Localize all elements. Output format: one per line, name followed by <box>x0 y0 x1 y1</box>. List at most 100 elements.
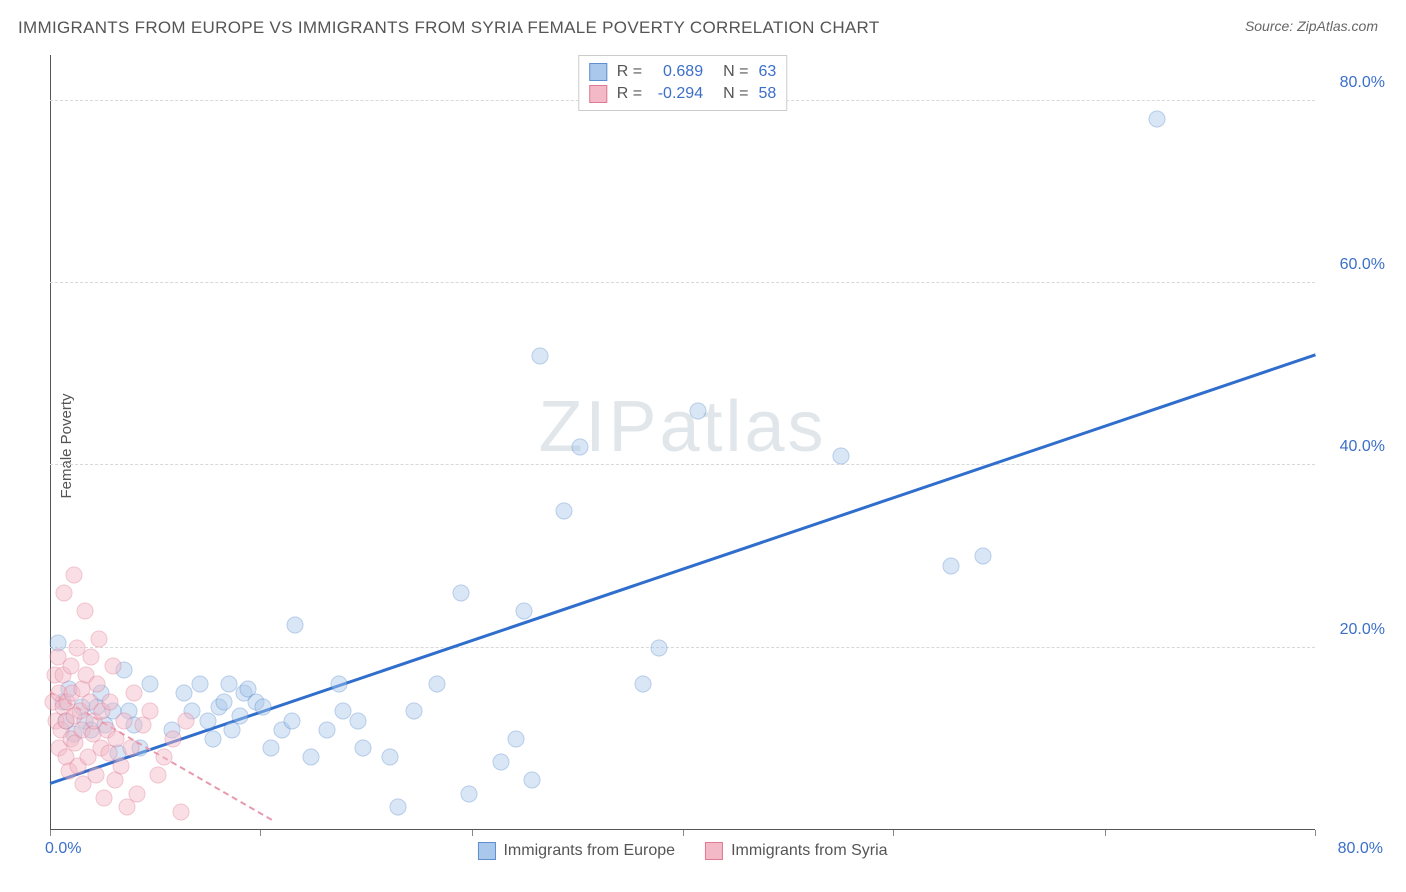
data-point <box>128 785 145 802</box>
data-point <box>105 657 122 674</box>
n-label: N = <box>723 85 748 103</box>
y-tick-label: 60.0% <box>1340 256 1385 274</box>
data-point <box>453 584 470 601</box>
data-point <box>177 712 194 729</box>
chart-container: ZIPatlas 0.0% 80.0% 20.0%40.0%60.0%80.0%… <box>50 55 1315 830</box>
data-point <box>571 439 588 456</box>
data-point <box>215 694 232 711</box>
data-point <box>87 767 104 784</box>
data-point <box>65 566 82 583</box>
n-value: 63 <box>758 63 776 81</box>
legend-stat-row: R = -0.294 N = 58 <box>589 83 776 105</box>
data-point <box>56 584 73 601</box>
series-legend: Immigrants from Europe Immigrants from Sy… <box>477 842 887 860</box>
data-point <box>318 721 335 738</box>
x-tick <box>1105 830 1106 836</box>
data-point <box>125 685 142 702</box>
x-tick <box>1315 830 1316 836</box>
data-point <box>176 685 193 702</box>
data-point <box>102 694 119 711</box>
data-point <box>943 557 960 574</box>
data-point <box>287 616 304 633</box>
data-point <box>231 708 248 725</box>
data-point <box>381 749 398 766</box>
y-tick-label: 80.0% <box>1340 74 1385 92</box>
watermark-text: ZIPatlas <box>538 386 826 468</box>
r-label: R = <box>617 63 642 81</box>
data-point <box>524 771 541 788</box>
data-point <box>832 448 849 465</box>
data-point <box>255 698 272 715</box>
r-label: R = <box>617 85 642 103</box>
data-point <box>113 758 130 775</box>
data-point <box>91 630 108 647</box>
data-point <box>1148 110 1165 127</box>
data-point <box>200 712 217 729</box>
legend-swatch <box>589 63 607 81</box>
n-value: 58 <box>758 85 776 103</box>
gridline-h <box>50 282 1315 283</box>
legend-item: Immigrants from Syria <box>705 842 887 860</box>
data-point <box>974 548 991 565</box>
data-point <box>350 712 367 729</box>
data-point <box>192 676 209 693</box>
data-point <box>555 502 572 519</box>
data-point <box>532 347 549 364</box>
n-label: N = <box>723 63 748 81</box>
data-point <box>516 603 533 620</box>
data-point <box>89 676 106 693</box>
data-point <box>492 753 509 770</box>
gridline-h <box>50 647 1315 648</box>
data-point <box>122 739 139 756</box>
legend-stat-row: R = 0.689 N = 63 <box>589 61 776 83</box>
legend-label: Immigrants from Europe <box>503 842 675 860</box>
legend-item: Immigrants from Europe <box>477 842 675 860</box>
r-value: -0.294 <box>648 85 703 103</box>
x-tick <box>472 830 473 836</box>
y-tick-label: 20.0% <box>1340 621 1385 639</box>
data-point <box>283 712 300 729</box>
x-axis-min-label: 0.0% <box>45 840 81 858</box>
data-point <box>405 703 422 720</box>
data-point <box>204 730 221 747</box>
x-tick <box>893 830 894 836</box>
data-point <box>355 739 372 756</box>
data-point <box>83 648 100 665</box>
data-point <box>331 676 348 693</box>
data-point <box>149 767 166 784</box>
data-point <box>650 639 667 656</box>
r-value: 0.689 <box>648 63 703 81</box>
legend-swatch <box>589 85 607 103</box>
data-point <box>141 703 158 720</box>
data-point <box>461 785 478 802</box>
legend-swatch <box>705 842 723 860</box>
data-point <box>263 739 280 756</box>
data-point <box>429 676 446 693</box>
data-point <box>165 730 182 747</box>
data-point <box>508 730 525 747</box>
plot-area: ZIPatlas 0.0% 80.0% 20.0%40.0%60.0%80.0% <box>50 55 1315 830</box>
data-point <box>141 676 158 693</box>
gridline-h <box>50 464 1315 465</box>
chart-title: IMMIGRANTS FROM EUROPE VS IMMIGRANTS FRO… <box>18 18 880 38</box>
data-point <box>302 749 319 766</box>
data-point <box>634 676 651 693</box>
legend-label: Immigrants from Syria <box>731 842 887 860</box>
data-point <box>95 790 112 807</box>
data-point <box>690 402 707 419</box>
x-axis-max-label: 80.0% <box>1338 840 1383 858</box>
data-point <box>389 799 406 816</box>
correlation-legend: R = 0.689 N = 63 R = -0.294 N = 58 <box>578 55 787 111</box>
legend-swatch <box>477 842 495 860</box>
data-point <box>116 712 133 729</box>
x-tick <box>50 830 51 836</box>
data-point <box>173 803 190 820</box>
x-tick <box>260 830 261 836</box>
data-point <box>76 603 93 620</box>
data-point <box>220 676 237 693</box>
data-point <box>62 657 79 674</box>
source-attribution: Source: ZipAtlas.com <box>1245 18 1378 34</box>
x-tick <box>683 830 684 836</box>
data-point <box>155 749 172 766</box>
data-point <box>334 703 351 720</box>
